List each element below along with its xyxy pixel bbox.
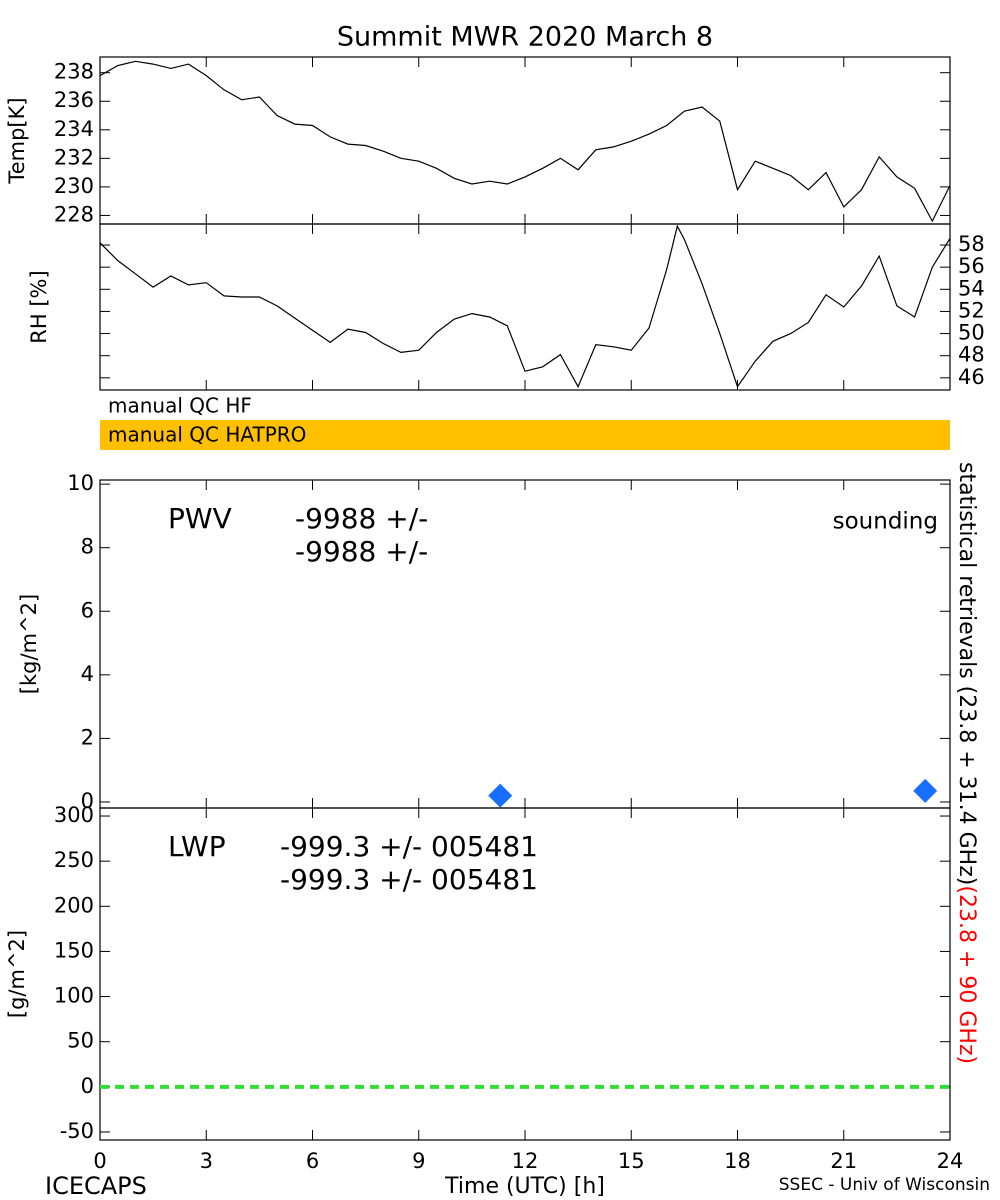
plot-frame (99, 223, 951, 391)
y-tick-label: 100 (54, 984, 94, 1008)
right-label: statistical retrievals (23.8 + 31.4 GHz)… (954, 462, 979, 1064)
qc-bar (100, 420, 950, 450)
y-tick-label: 2 (81, 725, 94, 749)
y-tick-label: 238 (54, 60, 94, 84)
y-tick-label: 250 (54, 848, 94, 872)
y-axis-label: [g/m^2] (5, 930, 29, 1018)
y-tick-label: 48 (958, 343, 985, 367)
y-tick-label: 50 (958, 321, 985, 345)
y-tick-label: 150 (54, 938, 94, 962)
y-tick-label: 236 (54, 88, 94, 112)
y-tick-label: 4 (81, 662, 94, 686)
y-tick-label: 10 (67, 471, 94, 495)
x-tick-label: 12 (512, 1149, 539, 1173)
x-tick-label: 24 (937, 1149, 964, 1173)
y-tick-label: 58 (958, 232, 985, 256)
y-tick-label: 50 (67, 1029, 94, 1053)
footer-right: SSEC - Univ of Wisconsin (779, 1175, 990, 1195)
x-tick-label: 21 (830, 1149, 857, 1173)
y-tick-label: 8 (81, 535, 94, 559)
annotation: LWP (168, 830, 226, 863)
annotation: -999.3 +/- 005481 (280, 863, 538, 896)
right-label-part: (23.8 + 90 GHz) (954, 885, 979, 1064)
annotation: -9988 +/- (295, 502, 428, 535)
y-tick-label: 230 (54, 174, 94, 198)
y-tick-label: 200 (54, 893, 94, 917)
y-tick-label: 46 (958, 365, 985, 389)
x-tick-label: 3 (200, 1149, 213, 1173)
qc-label: manual QC HF (108, 394, 252, 418)
data-point (913, 778, 938, 803)
y-tick-label: 0 (81, 1074, 94, 1098)
y-tick-label: 54 (958, 276, 985, 300)
y-axis-label: [kg/m^2] (17, 594, 41, 694)
y-tick-label: 232 (54, 145, 94, 169)
annotation: PWV (168, 502, 232, 535)
annotation: -9988 +/- (295, 535, 428, 568)
chart-title: Summit MWR 2020 March 8 (337, 22, 713, 53)
footer-left: ICECAPS (45, 1172, 147, 1200)
x-tick-label: 15 (618, 1149, 645, 1173)
y-tick-label: 52 (958, 298, 985, 322)
x-axis-label: Time (UTC) [h] (444, 1174, 605, 1199)
x-tick-label: 0 (93, 1149, 106, 1173)
plot-frame (99, 56, 951, 225)
y-tick-label: 0 (81, 789, 94, 813)
annotation: -999.3 +/- 005481 (280, 830, 538, 863)
y-tick-label: 300 (54, 803, 94, 827)
y-axis-label: Temp[K] (5, 97, 29, 184)
right-label-part: statistical retrievals (23.8 + 31.4 GHz) (954, 462, 979, 885)
data-line (99, 224, 951, 389)
qc-label: manual QC HATPRO (108, 423, 306, 447)
data-line (99, 60, 951, 223)
legend-entry: sounding (833, 509, 938, 535)
x-tick-label: 18 (724, 1149, 751, 1173)
x-tick-label: 6 (306, 1149, 319, 1173)
y-tick-label: 228 (54, 202, 94, 226)
y-tick-label: 6 (81, 598, 94, 622)
y-tick-label: -50 (60, 1119, 94, 1143)
x-tick-label: 9 (412, 1149, 425, 1173)
y-tick-label: 234 (54, 117, 94, 141)
y-axis-label: RH [%] (27, 270, 51, 343)
data-point (488, 783, 513, 808)
y-tick-label: 56 (958, 254, 985, 278)
